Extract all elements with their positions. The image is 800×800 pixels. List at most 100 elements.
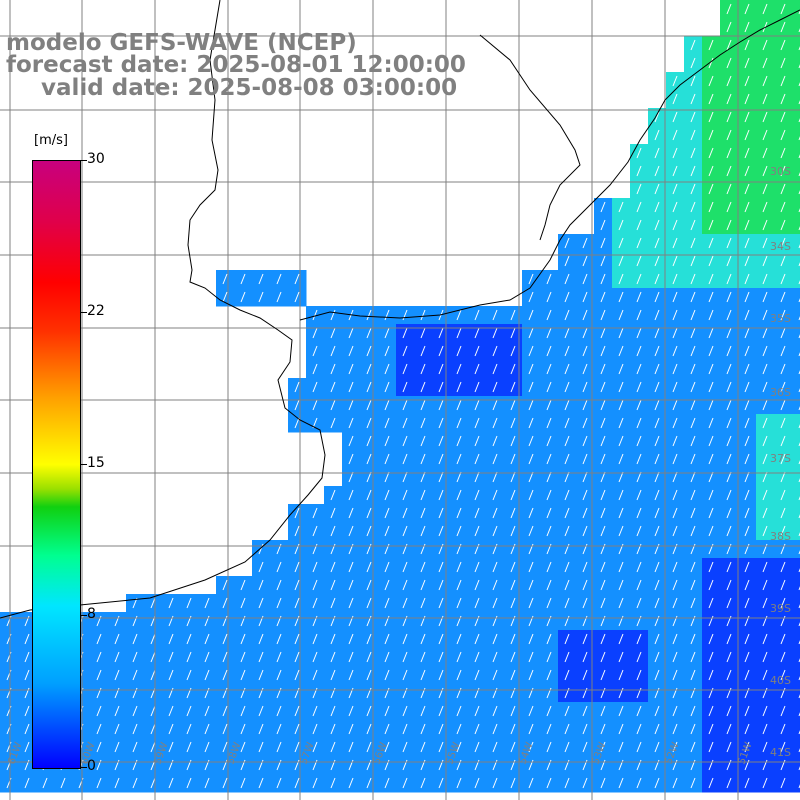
wind-arrow: [546, 651, 552, 663]
wind-arrow: [600, 633, 606, 645]
wind-arrow: [762, 363, 768, 375]
wind-cell: [792, 594, 800, 613]
latitude-label: 40S: [770, 674, 791, 687]
wind-arrow: [708, 453, 714, 465]
wind-arrow: [312, 345, 318, 357]
wind-arrow: [618, 579, 624, 591]
wind-arrow: [402, 363, 408, 375]
wind-arrow: [654, 291, 660, 303]
wind-arrow: [672, 525, 678, 537]
wind-arrow: [150, 705, 156, 717]
wind-arrow: [600, 471, 606, 483]
wind-arrow: [96, 723, 102, 735]
wind-arrow: [762, 147, 768, 159]
wind-arrow: [564, 633, 570, 645]
wind-arrow: [402, 669, 408, 681]
wind-arrow: [528, 471, 534, 483]
wind-arrow: [654, 525, 660, 537]
wind-arrow: [780, 489, 786, 501]
wind-arrow: [654, 507, 660, 519]
wind-arrow: [330, 363, 336, 375]
wind-arrow: [186, 669, 192, 681]
wind-arrow: [654, 741, 660, 753]
wind-arrow: [762, 93, 768, 105]
wind-arrow: [366, 633, 372, 645]
wind-arrow: [744, 327, 750, 339]
wind-arrow: [474, 471, 480, 483]
wind-cell: [792, 90, 800, 109]
wind-arrow: [690, 723, 696, 735]
wind-arrow: [258, 741, 264, 753]
wind-arrow: [690, 669, 696, 681]
wind-arrow: [708, 147, 714, 159]
wind-arrow: [312, 777, 318, 789]
wind-arrow: [654, 327, 660, 339]
wind-arrow: [366, 471, 372, 483]
wind-arrow: [546, 741, 552, 753]
wind-arrow: [348, 597, 354, 609]
wind-arrow: [600, 435, 606, 447]
wind-arrow: [294, 399, 300, 411]
wind-arrow: [600, 723, 606, 735]
wind-arrow: [654, 111, 660, 123]
wind-arrow: [672, 129, 678, 141]
wind-arrow: [312, 741, 318, 753]
wind-arrow: [546, 345, 552, 357]
wind-arrow: [204, 597, 210, 609]
wind-arrow: [312, 597, 318, 609]
wind-arrow: [150, 633, 156, 645]
wind-cell: [792, 378, 800, 397]
wind-arrow: [474, 723, 480, 735]
wind-arrow: [24, 777, 30, 789]
wind-arrow: [438, 777, 444, 789]
wind-cell: [792, 756, 800, 775]
wind-arrow: [492, 777, 498, 789]
wind-arrow: [726, 435, 732, 447]
wind-arrow: [726, 345, 732, 357]
wind-arrow: [528, 579, 534, 591]
wind-arrow: [780, 525, 786, 537]
wind-arrow: [708, 741, 714, 753]
wind-arrow: [762, 669, 768, 681]
wind-arrow: [600, 255, 606, 267]
wind-arrow: [582, 633, 588, 645]
wind-arrow: [276, 597, 282, 609]
wind-arrow: [420, 489, 426, 501]
wind-arrow: [528, 345, 534, 357]
wind-arrow: [492, 435, 498, 447]
wind-arrow: [438, 741, 444, 753]
wind-arrow: [366, 705, 372, 717]
wind-arrow: [780, 381, 786, 393]
wind-arrow: [384, 579, 390, 591]
wind-arrow: [708, 345, 714, 357]
wind-arrow: [762, 111, 768, 123]
wind-arrow: [726, 417, 732, 429]
wind-arrow: [222, 633, 228, 645]
wind-arrow: [618, 525, 624, 537]
wind-arrow: [312, 723, 318, 735]
wind-arrow: [366, 453, 372, 465]
wind-arrow: [636, 147, 642, 159]
wind-arrow: [528, 651, 534, 663]
wind-arrow: [366, 525, 372, 537]
wind-arrow: [240, 723, 246, 735]
wind-arrow: [726, 363, 732, 375]
wind-arrow: [456, 471, 462, 483]
wind-arrow: [510, 489, 516, 501]
wind-arrow: [690, 363, 696, 375]
wind-arrow: [258, 705, 264, 717]
wind-arrow: [726, 327, 732, 339]
wind-arrow: [150, 597, 156, 609]
wind-arrow: [690, 147, 696, 159]
wind-arrow: [618, 723, 624, 735]
wind-arrow: [744, 39, 750, 51]
wind-arrow: [780, 93, 786, 105]
wind-arrow: [564, 471, 570, 483]
wind-arrow: [708, 777, 714, 789]
wind-arrow: [348, 489, 354, 501]
wind-arrow: [510, 345, 516, 357]
wind-arrow: [492, 741, 498, 753]
wind-arrow: [672, 651, 678, 663]
wind-arrow: [654, 417, 660, 429]
